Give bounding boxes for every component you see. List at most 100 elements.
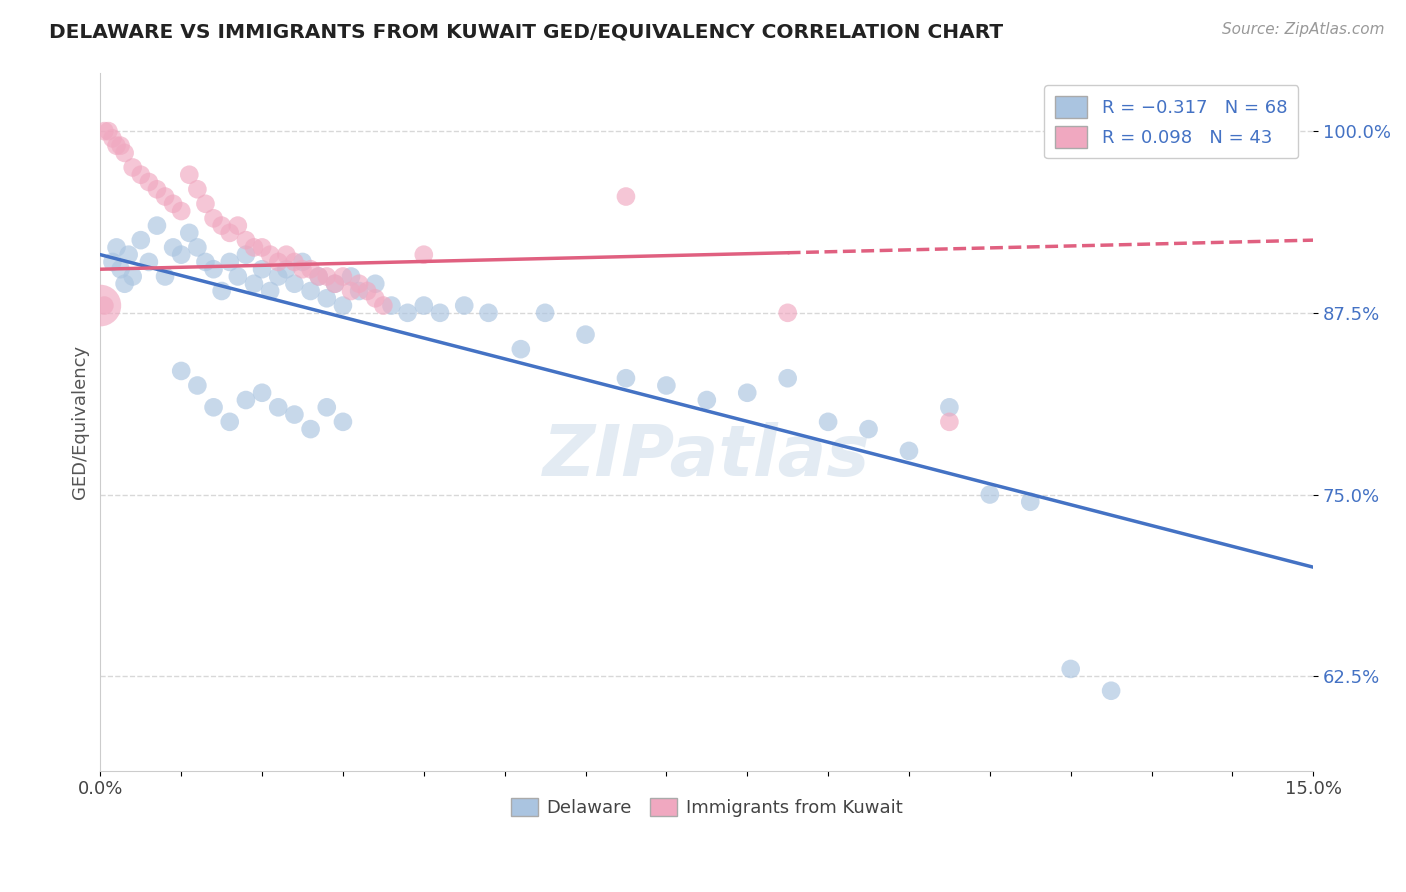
Point [364,277,387,291]
Point [138,175,160,189]
Point [114,145,136,160]
Point [194,255,217,269]
Point [235,248,257,262]
Point [380,299,402,313]
Point [194,196,217,211]
Point [574,327,596,342]
Point [276,248,298,262]
Point [218,226,240,240]
Point [105,138,128,153]
Point [817,415,839,429]
Point [110,138,132,153]
Point [332,415,354,429]
Point [412,248,434,262]
Point [89,299,111,313]
Point [276,262,298,277]
Point [218,415,240,429]
Point [146,219,169,233]
Point [340,284,363,298]
Point [138,255,160,269]
Point [299,262,322,277]
Point [509,342,531,356]
Point [153,189,176,203]
Point [267,255,290,269]
Point [897,444,920,458]
Point [614,189,637,203]
Point [364,291,387,305]
Text: ZIPatlas: ZIPatlas [543,422,870,491]
Point [101,131,124,145]
Point [250,385,273,400]
Point [101,255,124,269]
Point [121,269,143,284]
Point [235,233,257,247]
Point [202,211,225,226]
Point [114,277,136,291]
Point [396,306,419,320]
Point [315,401,337,415]
Point [323,277,346,291]
Point [1060,662,1083,676]
Point [243,240,266,254]
Point [186,240,208,254]
Point [259,248,281,262]
Point [202,262,225,277]
Point [299,422,322,436]
Point [162,240,184,254]
Point [1099,683,1122,698]
Text: DELAWARE VS IMMIGRANTS FROM KUWAIT GED/EQUIVALENCY CORRELATION CHART: DELAWARE VS IMMIGRANTS FROM KUWAIT GED/E… [49,22,1004,41]
Point [226,269,249,284]
Point [332,269,354,284]
Point [179,168,201,182]
Point [211,284,233,298]
Point [121,161,143,175]
Point [979,487,1001,501]
Point [696,392,718,407]
Point [250,262,273,277]
Point [218,255,240,269]
Point [170,364,193,378]
Point [170,248,193,262]
Point [186,378,208,392]
Point [347,284,370,298]
Point [153,269,176,284]
Point [776,306,799,320]
Point [110,262,132,277]
Point [226,219,249,233]
Point [938,415,960,429]
Point [655,378,678,392]
Point [315,269,337,284]
Point [118,248,141,262]
Point [938,401,960,415]
Point [308,269,330,284]
Point [170,204,193,219]
Point [347,277,370,291]
Point [858,422,880,436]
Point [267,401,290,415]
Point [93,299,115,313]
Point [105,240,128,254]
Point [211,219,233,233]
Point [477,306,499,320]
Point [97,124,120,138]
Point [162,196,184,211]
Point [146,182,169,196]
Y-axis label: GED/Equivalency: GED/Equivalency [72,345,89,499]
Point [340,269,363,284]
Point [283,408,305,422]
Point [283,255,305,269]
Point [429,306,451,320]
Point [250,240,273,254]
Point [259,284,281,298]
Point [315,291,337,305]
Point [235,392,257,407]
Point [291,255,314,269]
Point [356,284,378,298]
Point [614,371,637,385]
Point [412,299,434,313]
Point [323,277,346,291]
Point [129,233,152,247]
Point [179,226,201,240]
Point [299,284,322,298]
Point [202,401,225,415]
